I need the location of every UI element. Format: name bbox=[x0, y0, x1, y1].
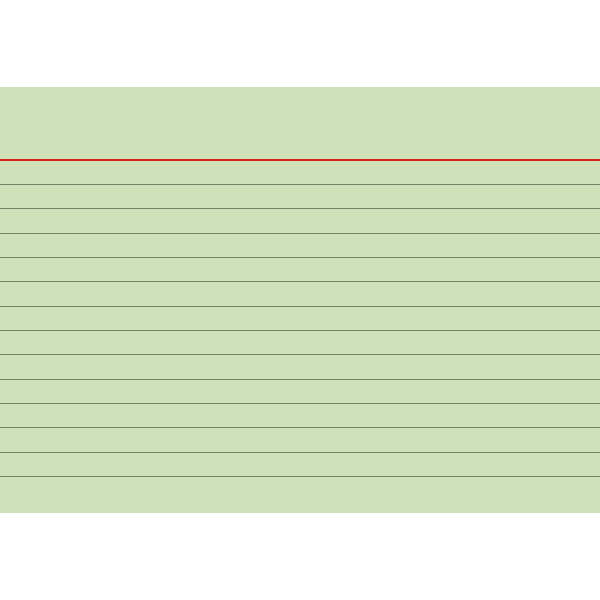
index-card bbox=[0, 87, 600, 513]
ruled-line bbox=[0, 257, 600, 258]
ruled-line bbox=[0, 306, 600, 307]
ruled-line bbox=[0, 184, 600, 185]
ruled-line bbox=[0, 208, 600, 209]
ruled-line bbox=[0, 452, 600, 453]
ruled-line bbox=[0, 403, 600, 404]
ruled-line bbox=[0, 427, 600, 428]
ruled-line bbox=[0, 354, 600, 355]
ruled-line bbox=[0, 233, 600, 234]
ruled-line bbox=[0, 476, 600, 477]
header-red-line bbox=[0, 159, 600, 161]
ruled-line bbox=[0, 281, 600, 282]
ruled-line bbox=[0, 379, 600, 380]
ruled-line bbox=[0, 330, 600, 331]
